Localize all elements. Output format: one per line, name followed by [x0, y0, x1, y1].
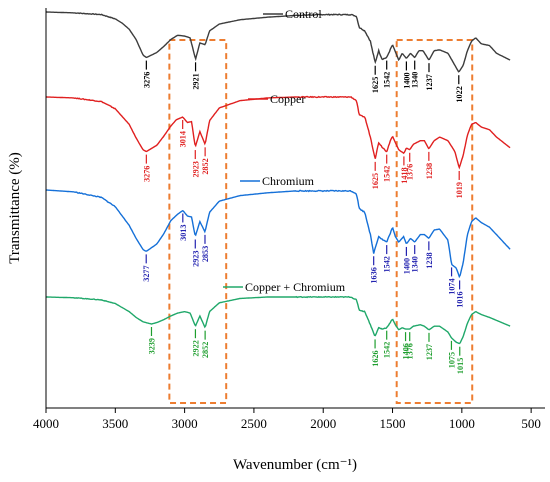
- curve-label-3: Chromium: [262, 174, 315, 188]
- peak-label-5: 1400: [402, 72, 411, 88]
- peak-annotations: 3276 2921 1625 1542 1400 1340 1237102232763014…: [142, 60, 465, 374]
- x-ticks: 4000 3500 3000 2500 2000 1500 1000 500: [33, 408, 541, 431]
- peak-label-38: 1075: [447, 352, 456, 368]
- peak-label-18: 1019: [455, 182, 464, 198]
- axes: [45, 8, 545, 409]
- peak-label-3: 1625: [371, 77, 380, 93]
- peak-label-1: 3276: [142, 72, 151, 88]
- x-axis-title: Wavenumber (cm⁻¹): [233, 457, 357, 473]
- curve-labels: Control Copper Chromium Copper + Chromium: [223, 7, 346, 294]
- series-line-copper: [46, 95, 511, 170]
- y-axis-title: Transmittance (%): [7, 152, 23, 264]
- peak-label-20: 3013: [179, 225, 188, 241]
- peak-label-7: 1237: [425, 74, 434, 90]
- x-tick-label-1: 4000: [33, 416, 59, 431]
- peak-label-24: 1542: [383, 256, 392, 272]
- highlight-regions: [168, 39, 474, 404]
- peak-label-14: 1542: [383, 166, 392, 182]
- series-line-copper-chromium: [46, 295, 511, 345]
- peak-label-37: 1237: [425, 344, 434, 360]
- peak-label-13: 1625: [371, 173, 380, 189]
- series-line-chromium: [45, 189, 511, 279]
- peak-label-10: 3014: [179, 131, 188, 147]
- x-tick-label-2: 3500: [102, 416, 128, 431]
- peak-label-8: 1022: [455, 86, 464, 102]
- peak-label-2: 2921: [192, 73, 201, 89]
- x-tick-label-8: 500: [521, 416, 541, 431]
- peak-label-31: 2922: [191, 340, 200, 356]
- peak-label-25: 1400: [402, 258, 411, 274]
- peak-label-15: 1418: [400, 167, 409, 183]
- peak-label-9: 3276: [142, 166, 151, 182]
- peak-label-35: 1406: [402, 343, 411, 359]
- peak-label-16: 1376: [406, 164, 415, 180]
- curve-label-4: Copper + Chromium: [245, 280, 346, 294]
- peak-label-26: 1340: [411, 256, 420, 272]
- x-tick-label-3: 3000: [172, 416, 198, 431]
- peak-label-23: 1636: [370, 267, 379, 283]
- peak-label-22: 2853: [201, 246, 210, 262]
- peak-label-34: 1542: [383, 342, 392, 358]
- series-line-control: [46, 11, 511, 73]
- peak-label-12: 2852: [201, 158, 210, 174]
- peak-label-28: 1074: [448, 278, 457, 294]
- x-tick-label-4: 2500: [241, 416, 267, 431]
- peak-label-11: 2923: [191, 161, 200, 177]
- x-tick-label-5: 2000: [310, 416, 336, 431]
- peak-label-39: 1015: [456, 358, 465, 374]
- peak-label-36: 1376: [406, 343, 415, 359]
- peak-label-30: 3239: [148, 338, 157, 354]
- peak-label-19: 3277: [142, 265, 151, 281]
- peak-label-32: 2852: [201, 342, 210, 358]
- series-group: [45, 11, 511, 345]
- peak-label-27: 1238: [425, 252, 434, 268]
- curve-label-1: Control: [285, 7, 322, 21]
- peak-label-6: 1340: [411, 72, 420, 88]
- peak-label-21: 2923: [191, 251, 200, 267]
- peak-label-4: 1542: [383, 72, 392, 88]
- x-tick-label-7: 1000: [449, 416, 475, 431]
- peak-label-29: 1016: [456, 291, 465, 307]
- curve-label-2: Copper: [270, 92, 305, 106]
- highlight-region-2: [395, 39, 474, 404]
- peak-label-33: 1626: [371, 350, 380, 366]
- peak-label-17: 1238: [425, 163, 434, 179]
- x-tick-label-6: 1500: [380, 416, 406, 431]
